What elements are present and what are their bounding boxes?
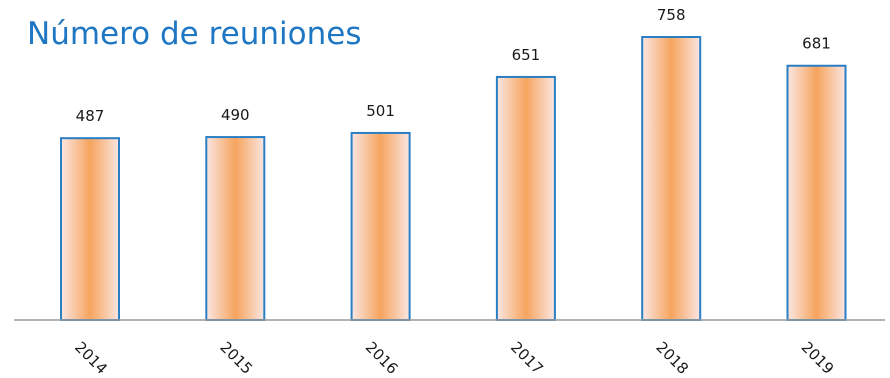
bar-2019 — [786, 64, 847, 322]
value-label-2015: 490 — [221, 106, 250, 124]
value-label-2019: 681 — [802, 35, 831, 53]
x-tick-label-2014: 2014 — [71, 338, 111, 378]
bar-2016 — [350, 131, 411, 321]
x-tick-label-2019: 2019 — [798, 338, 838, 378]
bar-2015 — [205, 136, 266, 321]
value-labels-layer: 487 490 501 651 758 681 — [76, 6, 831, 125]
value-label-2014: 487 — [76, 107, 105, 125]
bar-2018 — [641, 36, 702, 321]
x-tick-label-2018: 2018 — [652, 338, 692, 378]
bar-2014 — [60, 137, 120, 321]
x-tick-label-2016: 2016 — [362, 338, 402, 378]
value-label-2016: 501 — [366, 102, 395, 120]
bars-layer — [60, 36, 847, 322]
x-tick-label-2015: 2015 — [216, 338, 256, 378]
value-label-2018: 758 — [657, 6, 686, 24]
x-tick-labels-layer: 2014 2015 2016 2017 2018 2019 — [71, 338, 837, 378]
value-label-2017: 651 — [512, 46, 541, 64]
x-tick-label-2017: 2017 — [507, 338, 547, 378]
bar-2017 — [495, 75, 556, 321]
chart-title: Número de reuniones — [27, 16, 362, 52]
